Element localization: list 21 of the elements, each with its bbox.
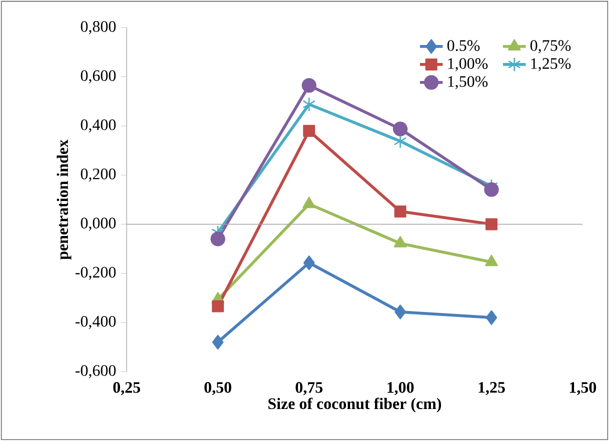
y-tick-label: -0,600 [76,365,116,378]
y-tick-label: -0,400 [76,316,116,330]
legend-label: 1,50% [448,76,488,90]
x-tick-label: 1,50 [570,382,596,396]
y-axis-title: penetration index [56,140,72,260]
x-tick-label: 1,00 [388,382,414,396]
y-tick-label: 0,800 [80,21,116,34]
x-tick-label: 0,75 [296,382,322,396]
x-tick-label: 0,50 [204,382,232,396]
legend-label: 0.5% [447,40,480,52]
y-tick-label: -0,200 [76,266,116,280]
y-tick-label: 0,000 [80,218,116,231]
legend-label: 1,25% [531,58,571,72]
x-axis-title: Size of coconut fiber (cm) [268,398,442,412]
y-tick-label: 0,200 [80,168,116,182]
y-tick-label: 0,600 [80,70,116,84]
legend-label: 1,00% [448,58,488,72]
x-tick-label: 0,25 [113,382,140,396]
y-tick-label: 0,400 [80,119,116,133]
x-tick-label: 1,25 [478,382,505,396]
legend-label: 0,75% [530,40,571,54]
